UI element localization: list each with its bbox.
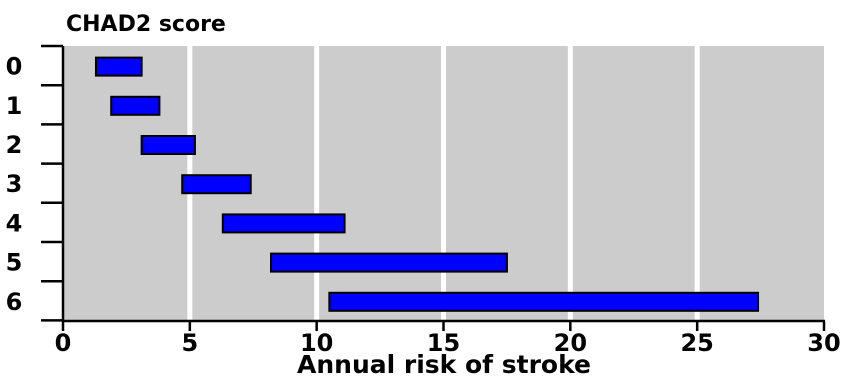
range-bar-score-2: [140, 135, 196, 155]
y-tick-label-0: 0: [6, 53, 23, 81]
axes-group: [41, 44, 826, 331]
range-bar-score-5: [270, 252, 508, 273]
y-tick-label-6: 6: [6, 288, 23, 316]
grid-lines: [187, 46, 700, 321]
chart-title: CHAD2 score: [66, 12, 226, 37]
range-bar-score-3: [181, 174, 252, 195]
y-tick-label-3: 3: [6, 170, 23, 198]
y-tick-label-1: 1: [6, 92, 23, 120]
y-tick-label-4: 4: [6, 209, 23, 237]
y-tick-label-5: 5: [6, 249, 23, 277]
y-tick-label-2: 2: [6, 131, 23, 159]
x-tick-label-25: 25: [680, 329, 713, 357]
x-tick-label-15: 15: [427, 329, 460, 357]
y-tick-labels: 0 1 2 3 4 5 6: [6, 53, 23, 316]
x-tick-label-20: 20: [554, 329, 587, 357]
x-tick-labels: 0 5 10 15 20 25 30: [55, 329, 841, 357]
x-tick-label-30: 30: [807, 329, 840, 357]
range-bar-score-4: [221, 213, 346, 234]
range-bar-score-0: [94, 56, 143, 77]
range-bar-score-1: [110, 95, 161, 116]
bars-group: [94, 56, 760, 312]
x-tick-label-5: 5: [181, 329, 198, 357]
x-tick-label-0: 0: [55, 329, 72, 357]
range-bar-score-6: [328, 291, 760, 312]
x-tick-label-10: 10: [300, 329, 333, 357]
x-axis-label: Annual risk of stroke: [297, 350, 591, 378]
